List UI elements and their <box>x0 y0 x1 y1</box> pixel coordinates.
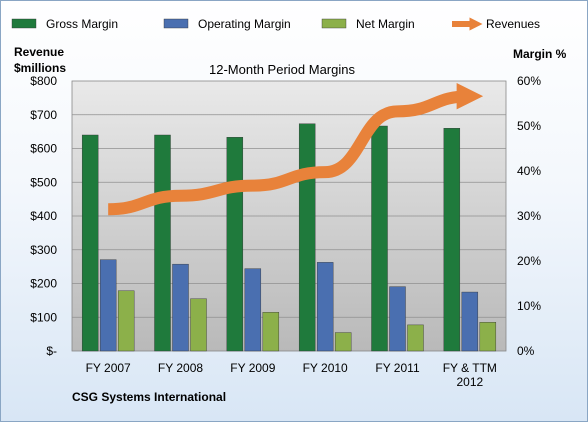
legend-label-revenues: Revenues <box>486 17 540 31</box>
x-tick-label: 2012 <box>456 375 483 389</box>
bar-operating-margin <box>244 268 262 352</box>
revenue-line-group <box>108 82 484 216</box>
bar-gross-margin <box>298 123 316 352</box>
x-tick-label: FY 2008 <box>158 361 203 375</box>
left-tick-label: $100 <box>30 310 57 324</box>
right-tick-label: 30% <box>517 209 541 223</box>
bar-net-margin <box>479 322 497 352</box>
legend-label-gross-margin: Gross Margin <box>46 17 118 31</box>
right-axis-title: Margin % <box>513 47 567 61</box>
bar-operating-margin <box>172 263 189 352</box>
legend-swatch-operating-margin <box>163 18 189 29</box>
bar-net-margin <box>407 324 424 352</box>
bar-net-margin <box>190 298 207 352</box>
bar-operating-margin <box>316 262 334 352</box>
bar-gross-margin <box>226 137 244 352</box>
bar-net-margin <box>262 312 280 352</box>
left-axis-title-line1: Revenue <box>14 45 64 59</box>
right-axis-ticks: 0% 10% 20% 30% 40% 50% 60% <box>517 74 541 358</box>
legend-swatch-gross-margin <box>11 18 37 29</box>
x-tick-label: FY 2010 <box>303 361 348 375</box>
right-tick-label: 0% <box>517 344 535 358</box>
bar-gross-margin <box>371 125 388 352</box>
bar-net-margin <box>334 332 352 352</box>
left-tick-label: $- <box>46 344 57 358</box>
right-tick-label: 60% <box>517 74 541 88</box>
legend-label-operating-margin: Operating Margin <box>198 17 291 31</box>
left-tick-label: $500 <box>30 175 57 189</box>
right-tick-label: 40% <box>517 164 541 178</box>
x-tick-label: FY 2011 <box>375 361 420 375</box>
left-tick-label: $400 <box>30 209 57 223</box>
company-label: CSG Systems International <box>72 390 226 404</box>
bars <box>81 123 497 352</box>
left-tick-label: $600 <box>30 142 57 156</box>
left-axis-title-line2: $millions <box>14 61 66 75</box>
revenue-line <box>108 82 484 216</box>
right-tick-label: 20% <box>517 254 541 268</box>
bar-gross-margin <box>443 128 461 352</box>
bar-operating-margin <box>99 259 117 352</box>
bar-gross-margin <box>81 134 99 352</box>
bar-operating-margin <box>389 286 406 352</box>
left-tick-label: $200 <box>30 277 57 291</box>
legend-label-net-margin: Net Margin <box>356 17 415 31</box>
right-tick-label: 10% <box>517 299 541 313</box>
x-axis-ticks: FY 2007 FY 2008 FY 2009 FY 2010 FY 2011 FY & … <box>86 361 497 389</box>
left-axis-ticks: $- $100 $200 $300 $400 $500 $600 $700 $800 <box>30 74 57 358</box>
x-tick-label: FY & TTM <box>443 361 497 375</box>
right-tick-label: 50% <box>517 119 541 133</box>
chart-title: 12-Month Period Margins <box>209 62 355 77</box>
x-tick-label: FY 2009 <box>230 361 275 375</box>
x-tick-label: FY 2007 <box>86 361 131 375</box>
bar-gross-margin <box>154 134 171 352</box>
left-tick-label: $700 <box>30 108 57 122</box>
legend-swatch-net-margin <box>321 18 347 29</box>
left-tick-label: $800 <box>30 74 57 88</box>
legend: Gross Margin Operating Margin Net Margin Re… <box>11 17 540 31</box>
bar-net-margin <box>117 290 135 352</box>
left-tick-label: $300 <box>30 243 57 257</box>
bar-operating-margin <box>461 291 479 352</box>
